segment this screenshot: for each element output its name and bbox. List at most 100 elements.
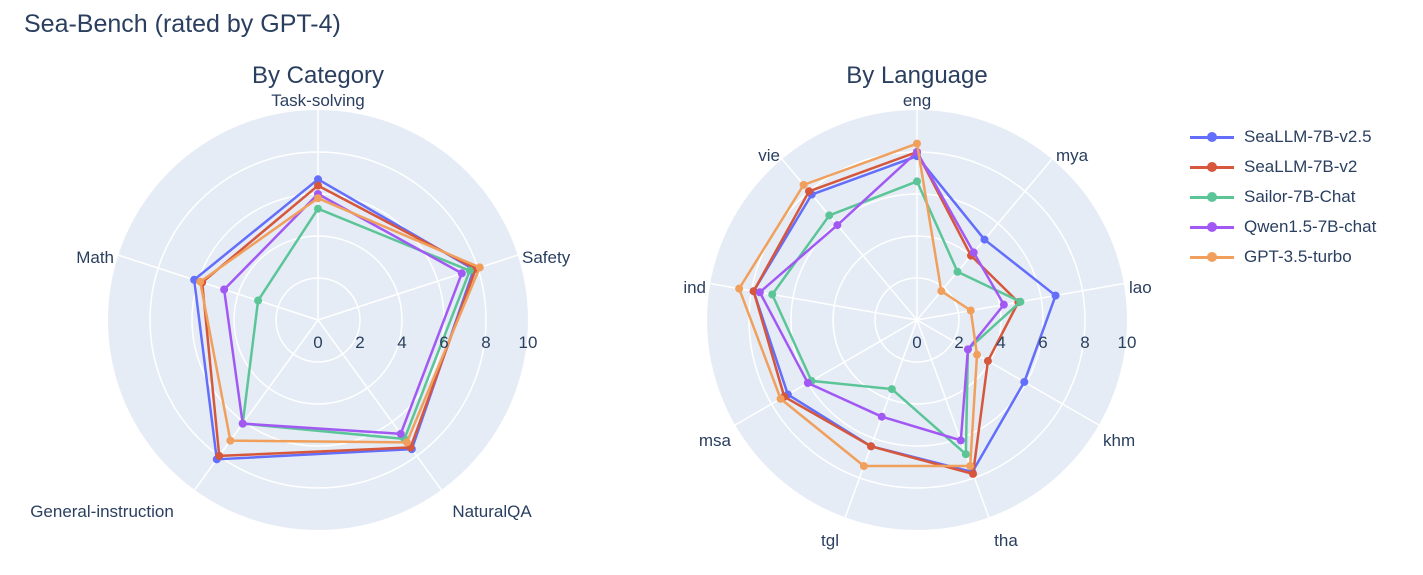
data-point [215,451,224,460]
data-point [402,438,411,447]
data-point [973,350,982,359]
category-label: tha [994,531,1018,550]
series-line [770,180,1022,456]
data-point [961,450,970,459]
data-point [1016,297,1025,306]
radial-tick-label: 10 [519,333,538,352]
data-point [983,356,992,365]
legend-label: SeaLLM-7B-v2 [1244,157,1358,176]
series-line [758,150,1006,442]
category-label: Safety [522,248,571,267]
legend-swatch-icon [1190,250,1234,264]
data-point [768,290,777,299]
series-line [198,196,482,444]
data-point [867,442,876,451]
data-point [877,412,886,421]
data-point [980,235,989,244]
category-label: ind [683,278,706,297]
grid-spoke [710,282,918,321]
data-point [314,204,322,213]
data-point [314,175,322,184]
data-point [465,266,474,275]
grid-spoke [734,319,918,426]
category-label: msa [699,431,732,450]
legend-swatch-icon [1190,190,1234,204]
data-point [887,385,896,394]
series-line [752,150,1020,476]
legend-item[interactable]: GPT-3.5-turbo [1190,242,1376,272]
data-point [953,267,962,276]
legend-label: Qwen1.5-7B-chat [1244,217,1377,236]
radial-tick-label: 6 [439,333,448,352]
radial-tick-label: 2 [355,333,364,352]
legend-label: Sailor-7B-Chat [1244,187,1356,206]
data-point [833,221,842,230]
radial-tick-label: 8 [481,333,490,352]
category-label: eng [903,91,931,110]
data-point [254,296,263,305]
data-point [1051,291,1060,300]
legend-swatch-icon [1190,130,1234,144]
radial-tick-label: 0 [912,333,921,352]
data-point [999,300,1008,309]
data-point [859,462,868,471]
data-point [196,277,205,286]
radial-tick-label: 4 [996,333,1005,352]
legend-item[interactable]: Qwen1.5-7B-chat [1190,212,1376,242]
category-label: khm [1103,431,1135,450]
legend-swatch-icon [1190,220,1234,234]
data-point [963,345,972,354]
data-point [799,180,808,189]
radial-tick-label: 10 [1118,333,1137,352]
series-line [737,142,979,468]
legend-item[interactable]: SeaLLM-7B-v2 [1190,152,1376,182]
radial-tick-label: 4 [397,333,406,352]
legend-label: GPT-3.5-turbo [1244,247,1352,266]
data-point [475,263,484,272]
category-label: vie [758,146,780,165]
category-label: tgl [821,531,839,550]
data-point [220,285,229,294]
data-point [238,419,247,428]
legend-item[interactable]: SeaLLM-7B-v2.5 [1190,122,1376,152]
category-label: mya [1056,146,1089,165]
data-point [966,306,975,315]
radial-tick-label: 8 [1080,333,1089,352]
data-point [776,394,785,403]
radial-tick-label: 2 [954,333,963,352]
data-point [314,194,322,203]
data-point [966,462,975,471]
category-label: Math [76,248,114,267]
data-point [226,436,235,445]
data-point [396,429,405,438]
legend-swatch-icon [1190,160,1234,174]
category-label: NaturalQA [452,502,532,521]
category-label: lao [1129,278,1152,297]
data-point [913,139,921,148]
data-point [749,287,758,296]
series-line [222,192,464,436]
subplot-title: By Language [846,62,987,89]
data-point [969,469,978,478]
data-point [913,177,921,186]
grid-spoke [317,319,443,491]
radial-tick-label: 0 [313,333,322,352]
data-point [969,248,978,257]
grid-spoke [317,254,518,321]
subplot-title: By Category [252,62,384,89]
category-label: Task-solving [271,91,365,110]
data-point [956,436,965,445]
data-point [1020,377,1029,386]
data-point [805,187,814,196]
legend-label: SeaLLM-7B-v2.5 [1244,127,1372,146]
legend-item[interactable]: Sailor-7B-Chat [1190,182,1376,212]
series-line [241,207,472,441]
category-label: General-instruction [30,502,174,521]
page-title: Sea-Bench (rated by GPT-4) [24,10,341,38]
data-point [803,379,812,387]
data-point [314,181,322,190]
data-point [755,288,764,297]
legend: SeaLLM-7B-v2.5 SeaLLM-7B-v2 Sailor-7B-Ch… [1190,122,1376,272]
data-point [457,269,466,278]
